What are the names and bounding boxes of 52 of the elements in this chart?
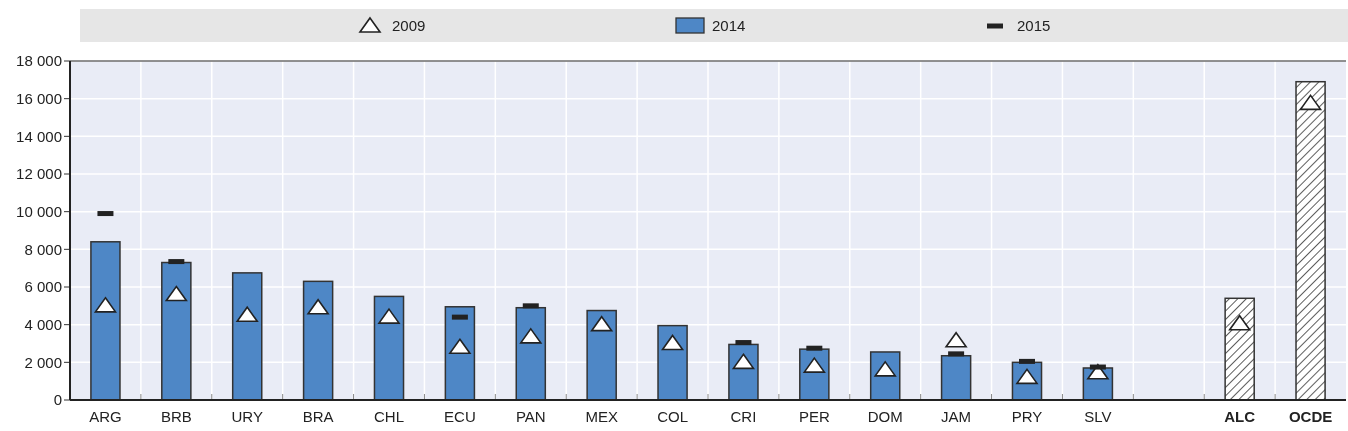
legend-label: 2014 — [712, 17, 746, 35]
point — [236, 306, 259, 323]
y-tick-label: 4 000 — [24, 315, 62, 333]
x-tick-label: SLV — [1084, 408, 1112, 425]
bar — [1295, 80, 1326, 401]
x-tick-label: JAM — [941, 408, 972, 425]
y-tick-label: 0 — [53, 391, 62, 409]
point — [945, 331, 967, 348]
bar — [1224, 297, 1255, 401]
bar — [161, 261, 192, 401]
point — [165, 285, 188, 302]
x-tick-label: URY — [231, 408, 263, 425]
x-tick-label: DOM — [867, 408, 903, 425]
y-tick-label: 16 000 — [16, 89, 62, 107]
bar — [515, 306, 547, 401]
point — [307, 298, 329, 315]
point — [378, 308, 400, 324]
point — [661, 334, 684, 351]
x-tick-label: CHL — [373, 408, 405, 425]
bar — [373, 295, 405, 401]
x-tick-label: OCDE — [1288, 408, 1333, 425]
point — [1228, 314, 1251, 331]
y-tick-label: 14 000 — [16, 127, 62, 145]
x-tick-label: ARG — [89, 408, 122, 425]
y-tick-label: 6 000 — [24, 278, 62, 296]
bar — [90, 241, 121, 401]
x-tick-label: PRY — [1011, 408, 1043, 425]
x-tick-label: BRA — [302, 408, 334, 425]
y-tick-label: 10 000 — [16, 202, 62, 220]
y-tick-label: 8 000 — [24, 240, 62, 258]
point — [590, 315, 613, 332]
point — [449, 338, 471, 355]
x-tick-label: PER — [798, 408, 830, 425]
x-tick-label: MEX — [585, 408, 618, 425]
y-tick-label: 12 000 — [16, 165, 62, 183]
legend-label: 2015 — [1017, 17, 1051, 35]
x-tick-label: ECU — [444, 408, 476, 425]
bar — [444, 306, 476, 401]
x-tick-label: CRI — [730, 408, 757, 425]
y-tick-label: 2 000 — [24, 353, 62, 371]
x-tick-label: COL — [657, 408, 688, 425]
bar — [657, 324, 688, 401]
x-tick-label: BRB — [160, 408, 192, 425]
legend-label: 2009 — [392, 17, 426, 35]
y-tick-label: 18 000 — [16, 52, 62, 70]
bar — [231, 272, 263, 401]
x-tick-label: PAN — [515, 408, 546, 425]
x-tick-label: ALC — [1224, 408, 1256, 425]
bar — [940, 354, 972, 401]
bar — [302, 280, 334, 401]
bar — [586, 309, 617, 401]
point — [1299, 94, 1322, 111]
